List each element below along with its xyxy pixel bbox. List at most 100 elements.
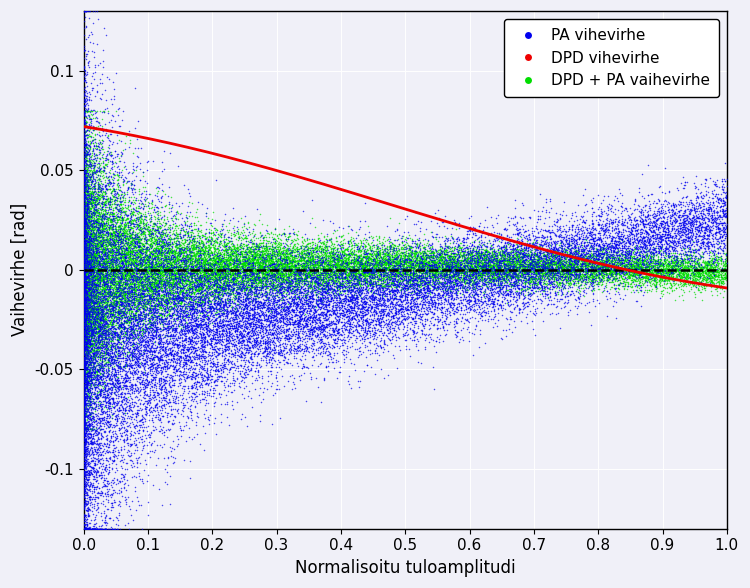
Point: [700, 259, 712, 269]
Point: [691, 267, 703, 276]
Point: [176, 256, 188, 266]
Point: [88, 325, 101, 334]
Point: [707, 267, 719, 276]
Point: [88, 272, 100, 281]
Point: [412, 280, 424, 289]
Point: [78, 412, 90, 422]
Point: [98, 326, 110, 336]
Point: [96, 364, 108, 373]
Point: [172, 250, 184, 259]
Point: [514, 261, 526, 270]
Point: [178, 357, 190, 366]
Point: [115, 252, 127, 261]
Point: [124, 381, 136, 390]
Point: [556, 258, 568, 268]
Point: [430, 259, 442, 268]
Point: [327, 295, 339, 304]
Point: [478, 262, 490, 272]
Point: [180, 306, 192, 316]
Point: [695, 236, 707, 245]
Point: [694, 218, 706, 228]
Point: [490, 248, 502, 257]
Point: [397, 265, 409, 275]
Point: [427, 278, 439, 288]
Point: [86, 304, 98, 313]
Point: [82, 435, 94, 444]
Point: [637, 269, 649, 278]
Point: [411, 258, 423, 267]
Point: [470, 278, 482, 288]
Point: [203, 305, 215, 315]
Point: [117, 457, 129, 466]
Point: [90, 272, 102, 282]
Point: [240, 240, 252, 250]
Point: [524, 278, 536, 287]
Point: [331, 280, 343, 290]
Point: [280, 244, 292, 253]
Point: [627, 223, 639, 232]
Point: [605, 265, 617, 274]
Point: [113, 406, 125, 415]
Point: [214, 275, 226, 285]
Point: [625, 215, 637, 225]
Point: [446, 266, 458, 276]
Point: [138, 289, 150, 298]
Point: [313, 274, 325, 283]
Point: [314, 276, 326, 285]
Point: [389, 251, 401, 260]
Point: [119, 282, 131, 292]
Point: [683, 218, 695, 228]
Point: [112, 287, 125, 296]
Point: [455, 325, 467, 335]
Point: [366, 264, 378, 273]
Point: [312, 299, 324, 308]
Point: [449, 276, 461, 286]
Point: [102, 270, 114, 280]
Point: [248, 282, 259, 291]
Point: [538, 266, 550, 276]
Point: [200, 290, 212, 299]
Point: [80, 338, 92, 348]
Point: [712, 223, 724, 233]
Point: [82, 235, 94, 244]
Point: [95, 405, 107, 414]
Point: [120, 233, 132, 242]
Point: [80, 366, 92, 376]
Point: [478, 268, 490, 277]
Point: [96, 524, 108, 533]
Point: [82, 270, 94, 280]
Point: [153, 235, 165, 244]
Point: [586, 261, 598, 270]
Point: [370, 308, 382, 318]
Point: [610, 268, 622, 278]
Point: [621, 284, 633, 293]
Point: [269, 247, 281, 256]
Point: [336, 270, 348, 280]
Point: [270, 256, 282, 266]
Point: [83, 307, 95, 316]
Point: [116, 248, 128, 258]
Point: [96, 377, 108, 387]
Point: [414, 276, 426, 285]
Point: [256, 256, 268, 265]
Point: [560, 258, 572, 268]
Point: [95, 333, 107, 342]
Point: [276, 258, 288, 267]
Point: [112, 181, 125, 190]
Point: [148, 278, 160, 287]
Point: [474, 309, 486, 319]
Point: [130, 386, 142, 396]
Point: [222, 281, 234, 290]
Point: [204, 318, 216, 328]
Point: [223, 276, 235, 285]
Point: [495, 233, 507, 243]
Point: [609, 260, 621, 269]
Point: [121, 258, 133, 267]
Point: [188, 284, 200, 293]
Point: [394, 257, 406, 266]
Point: [165, 409, 177, 419]
Point: [423, 246, 435, 256]
Point: [316, 257, 328, 266]
Point: [268, 315, 280, 325]
Point: [472, 265, 484, 274]
